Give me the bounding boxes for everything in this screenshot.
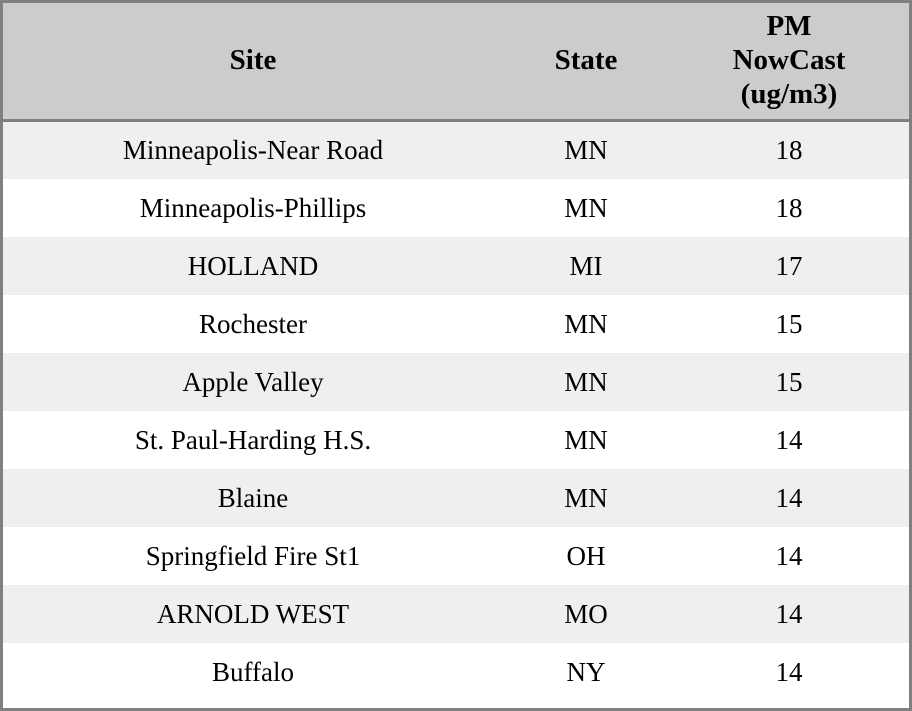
cell-state: MO xyxy=(564,598,608,629)
table-header: Site State PM NowCast (ug/m3) xyxy=(3,3,909,122)
column-header-pm-nowcast-line-2: NowCast xyxy=(732,44,846,76)
cell-pm-nowcast: 14 xyxy=(775,540,803,571)
cell-state: MN xyxy=(564,192,608,223)
cell-site: HOLLAND xyxy=(187,250,319,281)
cell-site: Springfield Fire St1 xyxy=(145,540,361,571)
cell-state: OH xyxy=(566,540,606,571)
table-row: Blaine MN 14 xyxy=(3,468,909,527)
cell-state: MN xyxy=(564,308,608,339)
column-header-pm-nowcast-line-3: (ug/m3) xyxy=(740,78,838,110)
cell-pm-nowcast: 14 xyxy=(775,598,803,629)
column-header-site: Site xyxy=(3,3,503,122)
table-row: St. Paul-Harding H.S. MN 14 xyxy=(3,410,909,469)
cell-site: Apple Valley xyxy=(182,366,324,397)
table-row: Apple Valley MN 15 xyxy=(3,352,909,411)
cell-pm-nowcast: 14 xyxy=(775,656,803,687)
table-row: Minneapolis-Phillips MN 18 xyxy=(3,178,909,237)
table-row: Springfield Fire St1 OH 14 xyxy=(3,526,909,585)
cell-site: Buffalo xyxy=(212,656,294,687)
table-row: HOLLAND MI 17 xyxy=(3,236,909,295)
cell-site: Blaine xyxy=(217,482,289,513)
cell-pm-nowcast: 18 xyxy=(775,135,803,166)
column-header-site-line-1: Site xyxy=(229,44,277,76)
cell-pm-nowcast: 15 xyxy=(775,366,803,397)
table-row: Buffalo NY 14 xyxy=(3,642,909,701)
column-header-state: State xyxy=(503,3,669,122)
cell-state: MN xyxy=(564,135,608,166)
cell-state: MI xyxy=(569,250,603,281)
cell-site: Minneapolis-Phillips xyxy=(139,192,367,223)
column-header-state-line-1: State xyxy=(554,44,618,76)
table-row: ARNOLD WEST MO 14 xyxy=(3,584,909,643)
cell-state: MN xyxy=(564,482,608,513)
column-header-pm-nowcast-line-1: PM xyxy=(766,10,812,42)
column-header-pm-nowcast: PM NowCast (ug/m3) xyxy=(669,3,909,122)
cell-site: Rochester xyxy=(199,308,307,339)
cell-state: MN xyxy=(564,424,608,455)
cell-pm-nowcast: 17 xyxy=(775,250,803,281)
cell-state: MN xyxy=(564,366,608,397)
pm-nowcast-table: Site State PM NowCast (ug/m3) Minneapoli… xyxy=(3,3,909,701)
table-row: Minneapolis-Near Road MN 18 xyxy=(3,120,909,179)
cell-site: ARNOLD WEST xyxy=(156,598,350,629)
cell-site: St. Paul-Harding H.S. xyxy=(134,424,372,455)
cell-pm-nowcast: 15 xyxy=(775,308,803,339)
cell-pm-nowcast: 18 xyxy=(775,192,803,223)
table-header-row: Site State PM NowCast (ug/m3) xyxy=(3,3,909,122)
table-body: Minneapolis-Near Road MN 18 Minneapolis-… xyxy=(3,120,909,701)
cell-pm-nowcast: 14 xyxy=(775,482,803,513)
cell-site: Minneapolis-Near Road xyxy=(122,135,384,166)
cell-pm-nowcast: 14 xyxy=(775,424,803,455)
cell-state: NY xyxy=(566,656,606,687)
table-row: Rochester MN 15 xyxy=(3,294,909,353)
